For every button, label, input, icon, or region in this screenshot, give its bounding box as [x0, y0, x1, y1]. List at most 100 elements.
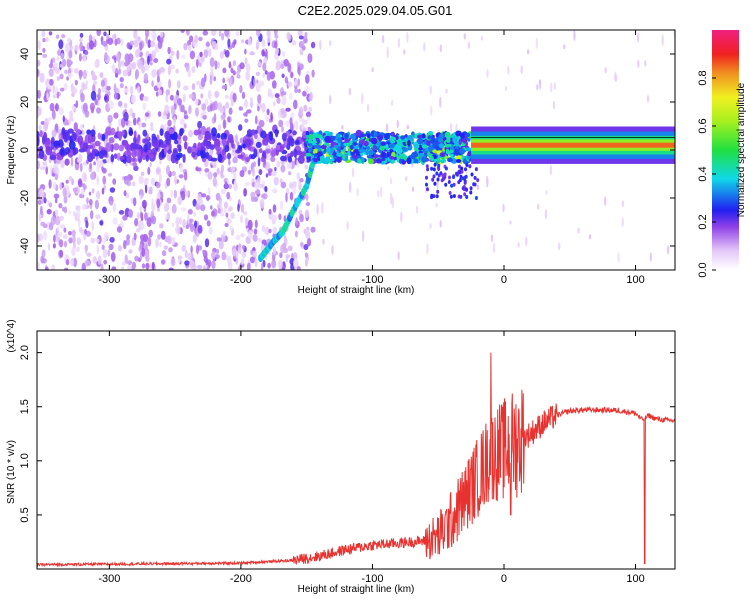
spectrogram-cell	[195, 97, 199, 106]
spectrogram-cell	[53, 193, 60, 199]
spectrogram-cell	[197, 142, 202, 151]
spectrogram-cell	[151, 261, 155, 270]
spectrogram-cell	[134, 144, 142, 150]
spectrogram-cell	[189, 223, 195, 232]
spectrogram-cell	[213, 172, 218, 178]
spectrogram-cell	[257, 94, 262, 104]
spectrogram-cell	[436, 189, 440, 194]
spectrogram-cell	[322, 238, 325, 245]
spectrogram-cell	[47, 85, 53, 90]
spectrogram-marks	[37, 30, 675, 270]
spectrogram-cell	[644, 60, 647, 67]
spectrogram-cell	[53, 146, 56, 153]
spectrogram-cell	[329, 95, 332, 105]
spectrogram-cell	[141, 152, 147, 161]
spectrogram-cell	[520, 65, 523, 75]
spectrogram-cell	[163, 202, 170, 212]
spectrogram-cell	[270, 112, 273, 121]
spectrogram-cell	[462, 158, 468, 165]
spectrogram-cell	[64, 267, 69, 270]
spectrogram-cell	[204, 130, 211, 141]
spectrogram-cell	[246, 262, 251, 270]
spectrogram-cell	[458, 164, 461, 169]
spectrogram-band	[471, 142, 675, 148]
spectrogram-cell	[308, 133, 314, 140]
spectrogram-cell	[182, 135, 188, 142]
spectrogram-cell	[124, 142, 129, 150]
spectrogram-cell	[282, 50, 286, 58]
spectrogram-cell	[256, 79, 259, 84]
spectrogram-cell	[305, 193, 309, 201]
spectrogram-cell	[40, 221, 46, 227]
spectrogram-cell	[98, 145, 102, 152]
spectrogram-cell	[230, 166, 236, 172]
spectrogram-cell	[202, 114, 207, 120]
spectrogram-cell	[203, 49, 209, 59]
spectrogram-cell	[67, 73, 73, 78]
spectrogram-cell	[187, 252, 192, 261]
spectrogram-cell	[287, 156, 293, 163]
spectrogram-cell	[124, 254, 128, 264]
spectrogram-cell	[49, 154, 57, 161]
spectrogram-cell	[463, 180, 467, 185]
spectrogram-cell	[149, 162, 152, 167]
spectrogram-cell	[113, 92, 118, 100]
spectrogram-cell	[219, 51, 225, 59]
spectrogram-cell	[250, 153, 256, 160]
x-tick-label: -300	[98, 573, 120, 585]
spectrogram-cell	[37, 261, 40, 270]
spectrogram-cell	[305, 201, 311, 207]
spectrogram-cell	[141, 247, 145, 257]
spectrogram-cell	[91, 188, 95, 194]
spectrogram-cell	[71, 104, 75, 111]
spectrogram-cell	[381, 34, 385, 44]
spectrogram-cell	[54, 198, 58, 204]
spectrogram-cell	[440, 160, 445, 164]
spectrogram-cell	[151, 133, 156, 140]
spectrogram-cell	[56, 76, 60, 81]
spectrogram-cell	[237, 146, 243, 151]
spectrogram-cell	[150, 122, 153, 127]
spectrogram-cell	[391, 159, 395, 164]
spectrogram-cell	[307, 53, 313, 64]
spectrogram-cell	[455, 171, 458, 176]
spectrogram-cell	[133, 197, 137, 207]
spectrogram-cell	[69, 110, 73, 120]
spectrogram-cell	[247, 230, 254, 239]
spectrogram-cell	[298, 40, 304, 49]
spectrogram-cell	[108, 243, 114, 251]
spectrogram-cell	[157, 207, 160, 212]
spectrogram-cell	[217, 102, 223, 111]
spectrogram-cell	[64, 158, 70, 166]
spectrogram-cell	[197, 133, 204, 141]
spectrogram-cell	[124, 102, 128, 109]
spectrogram-cell	[406, 135, 414, 142]
spectrogram-cell	[400, 135, 406, 140]
spectrogram-cell	[435, 194, 439, 199]
spectrogram-cell	[128, 249, 133, 254]
spectrogram-cell	[463, 192, 467, 197]
spectrogram-cell	[261, 39, 266, 48]
spectrogram-cell	[58, 239, 64, 248]
spectrogram-cell	[215, 145, 222, 152]
spectrogram-cell	[192, 234, 197, 243]
spectrogram-cell	[133, 130, 137, 138]
spectrogram-cell	[438, 143, 445, 149]
y-tick-label: 1.0	[19, 453, 31, 468]
spectrogram-cell	[90, 129, 96, 137]
spectrogram-cell	[304, 32, 308, 37]
spectrogram-cell	[417, 134, 423, 139]
spectrogram-cell	[78, 218, 81, 228]
spectrogram-cell	[218, 239, 224, 250]
spectrogram-cell	[58, 203, 63, 209]
spectrogram-cell	[74, 44, 80, 52]
spectrogram-cell	[366, 146, 371, 150]
spectrogram-cell	[348, 87, 352, 96]
spectrogram-cell	[164, 130, 171, 140]
spectrogram-cell	[242, 143, 246, 149]
spectrogram-cell	[415, 205, 419, 214]
spectrogram-cell	[151, 80, 154, 87]
spectrogram-cell	[142, 129, 148, 137]
spectrogram-cell	[286, 31, 291, 41]
spectrogram-cell	[577, 227, 580, 234]
